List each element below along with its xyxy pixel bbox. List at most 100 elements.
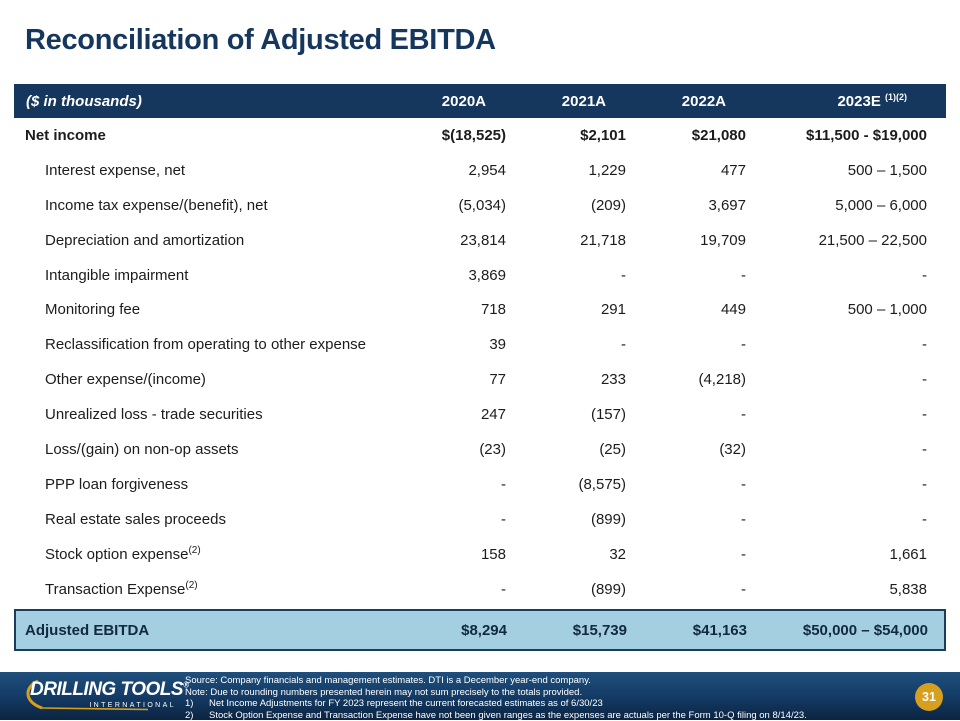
value-2020A: 718 [480,301,506,319]
value-2023E: 5,000 – 6,000 [835,196,927,214]
value-2020A: - [501,510,506,528]
total-value-2020A: $8,294 [461,621,507,639]
value-2021A: 32 [609,545,626,563]
value-2020A: 23,814 [460,231,506,249]
footnotes: Source: Company financials and managemen… [185,675,825,721]
value-2021A: - [621,266,626,284]
row-label: Transaction Expense(2) [14,579,386,598]
table-row: Monitoring fee 718 291 449 500 – 1,000 [14,292,946,327]
column-header-2021A: 2021A [561,92,606,110]
value-2020A: - [501,475,506,493]
value-2020A: 77 [489,371,506,389]
value-2023E: $11,500 - $19,000 [806,126,927,144]
table-row: Interest expense, net 2,954 1,229 477 50… [14,153,946,188]
footnote-line: 1) Net Income Adjustments for FY 2023 re… [185,698,825,710]
value-2023E: - [922,371,927,389]
value-2023E: 500 – 1,500 [847,161,927,179]
value-2020A: - [501,580,506,598]
row-superscript: (2) [185,579,198,591]
footnote-line: Note: Due to rounding numbers presented … [185,687,825,699]
value-2022A: - [741,580,746,598]
adjusted-ebitda-total-row: Adjusted EBITDA $8,294 $15,739 $41,163 $… [14,609,946,652]
footnote-text: Net Income Adjustments for FY 2023 repre… [209,698,603,710]
registered-mark-icon: ® [183,680,189,690]
row-label: Real estate sales proceeds [14,511,386,528]
table-row: Real estate sales proceeds - (899) - - [14,502,946,537]
value-2022A: - [741,545,746,563]
row-label-text: Income tax expense/(benefit), net [45,196,268,214]
value-2020A: (5,034) [458,196,506,214]
value-2020A: 2,954 [468,161,506,179]
logo-wordmark: DRILLING TOOLS® [30,679,190,701]
row-label: Interest expense, net [14,162,386,179]
logo-subtitle: INTERNATIONAL [89,702,176,709]
column-header-2020A: 2020A [441,92,486,110]
value-2021A: 21,718 [580,231,626,249]
footnote-text: Stock Option Expense and Transaction Exp… [209,709,807,721]
row-label-text: Other expense/(income) [45,371,206,389]
value-2021A: (157) [590,406,626,424]
footnote-text: Source: Company financials and managemen… [185,675,591,686]
value-2021A: (899) [590,510,626,528]
row-label: Reclassification from operating to other… [14,336,386,353]
ebitda-table: ($ in thousands) 2020A 2021A 2022A 2023E… [14,84,946,652]
value-2022A: - [741,266,746,284]
table-row: Unrealized loss - trade securities 247 (… [14,397,946,432]
row-label-text: Interest expense, net [45,161,186,179]
table-row: Reclassification from operating to other… [14,327,946,362]
table-row: Net income $(18,525) $2,101 $21,080 $11,… [14,118,946,153]
row-label: Intangible impairment [14,267,386,284]
value-2023E: 1,661 [889,545,927,563]
footnote-line: 2) Stock Option Expense and Transaction … [185,710,825,721]
logo-wordmark-text: DRILLING TOOLS [30,679,184,700]
row-label: PPP loan forgiveness [14,476,386,493]
row-label: Other expense/(income) [14,371,386,388]
row-label: Unrealized loss - trade securities [14,406,386,423]
row-label: Net income [14,127,386,144]
value-2023E: 5,838 [889,580,927,598]
value-2022A: - [741,475,746,493]
row-label-text: Stock option expense [45,545,189,563]
total-row-label: Adjusted EBITDA [25,621,150,639]
value-2023E: - [922,510,927,528]
value-2022A: 3,697 [708,196,746,214]
value-2023E: - [922,440,927,458]
value-2022A: (32) [719,440,746,458]
table-row: Stock option expense(2) 158 32 - 1,661 [14,537,946,572]
value-2020A: 158 [480,545,506,563]
page-number-badge: 31 [915,683,943,711]
value-2020A: 247 [480,406,506,424]
row-label-text: PPP loan forgiveness [45,475,189,493]
footnote-marker: 2) [185,709,194,721]
value-2023E: - [922,406,927,424]
table-row: Income tax expense/(benefit), net (5,034… [14,188,946,223]
column-header-superscript: (1)(2) [885,92,907,102]
row-label-text: Transaction Expense [45,580,186,598]
value-2021A: (899) [590,580,626,598]
row-label: Depreciation and amortization [14,232,386,249]
footer-bar: DRILLING TOOLS® INTERNATIONAL Source: Co… [0,672,960,721]
value-2021A: 1,229 [588,161,626,179]
footnote-text: Note: Due to rounding numbers presented … [185,686,583,698]
row-label: Income tax expense/(benefit), net [14,197,386,214]
row-label-text: Unrealized loss - trade securities [45,406,263,424]
row-label-text: Loss/(gain) on non-op assets [45,440,239,458]
value-2022A: - [741,406,746,424]
table-row: PPP loan forgiveness - (8,575) - - [14,467,946,502]
logo-swoosh-icon [26,679,149,711]
value-2021A: (8,575) [578,475,626,493]
row-label-text: Depreciation and amortization [45,231,245,249]
table-row: Loss/(gain) on non-op assets (23) (25) (… [14,432,946,467]
value-2021A: (25) [599,440,626,458]
value-2023E: - [922,266,927,284]
value-2022A: (4,218) [698,371,746,389]
value-2023E: - [922,475,927,493]
value-2021A: - [621,336,626,354]
page-title: Reconciliation of Adjusted EBITDA [25,24,496,56]
table-row: Transaction Expense(2) - (899) - 5,838 [14,572,946,607]
row-label-text: Real estate sales proceeds [45,510,226,528]
value-2022A: - [741,336,746,354]
row-label-text: Monitoring fee [45,301,141,319]
value-2023E: 500 – 1,000 [847,301,927,319]
footnote-marker: 1) [185,698,194,710]
